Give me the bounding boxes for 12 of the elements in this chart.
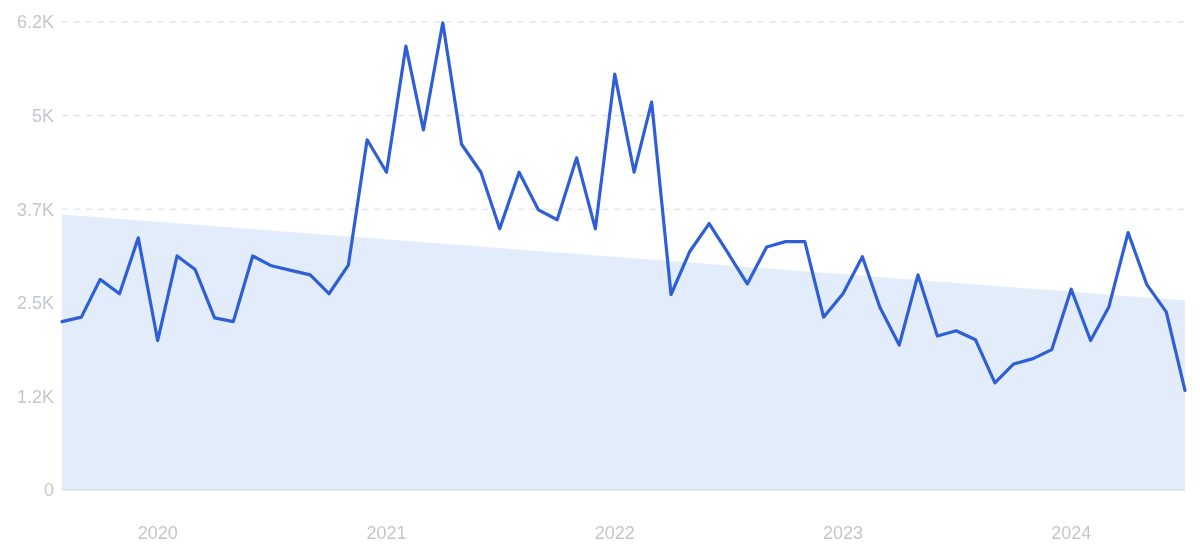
x-tick-label: 2021	[366, 523, 407, 543]
y-tick-label: 5K	[31, 105, 54, 126]
line-series	[60, 21, 1187, 392]
y-tick-label: 3.7K	[16, 199, 54, 220]
y-tick-label: 0	[43, 480, 54, 501]
y-tick-label: 2.5K	[16, 293, 54, 314]
x-tick-label: 2024	[1051, 523, 1092, 543]
x-tick-label: 2023	[822, 523, 863, 543]
x-tick-label: 2020	[137, 523, 178, 543]
y-tick-label: 1.2K	[16, 386, 54, 407]
x-tick-label: 2022	[594, 523, 635, 543]
y-tick-label: 6.2K	[16, 12, 54, 33]
